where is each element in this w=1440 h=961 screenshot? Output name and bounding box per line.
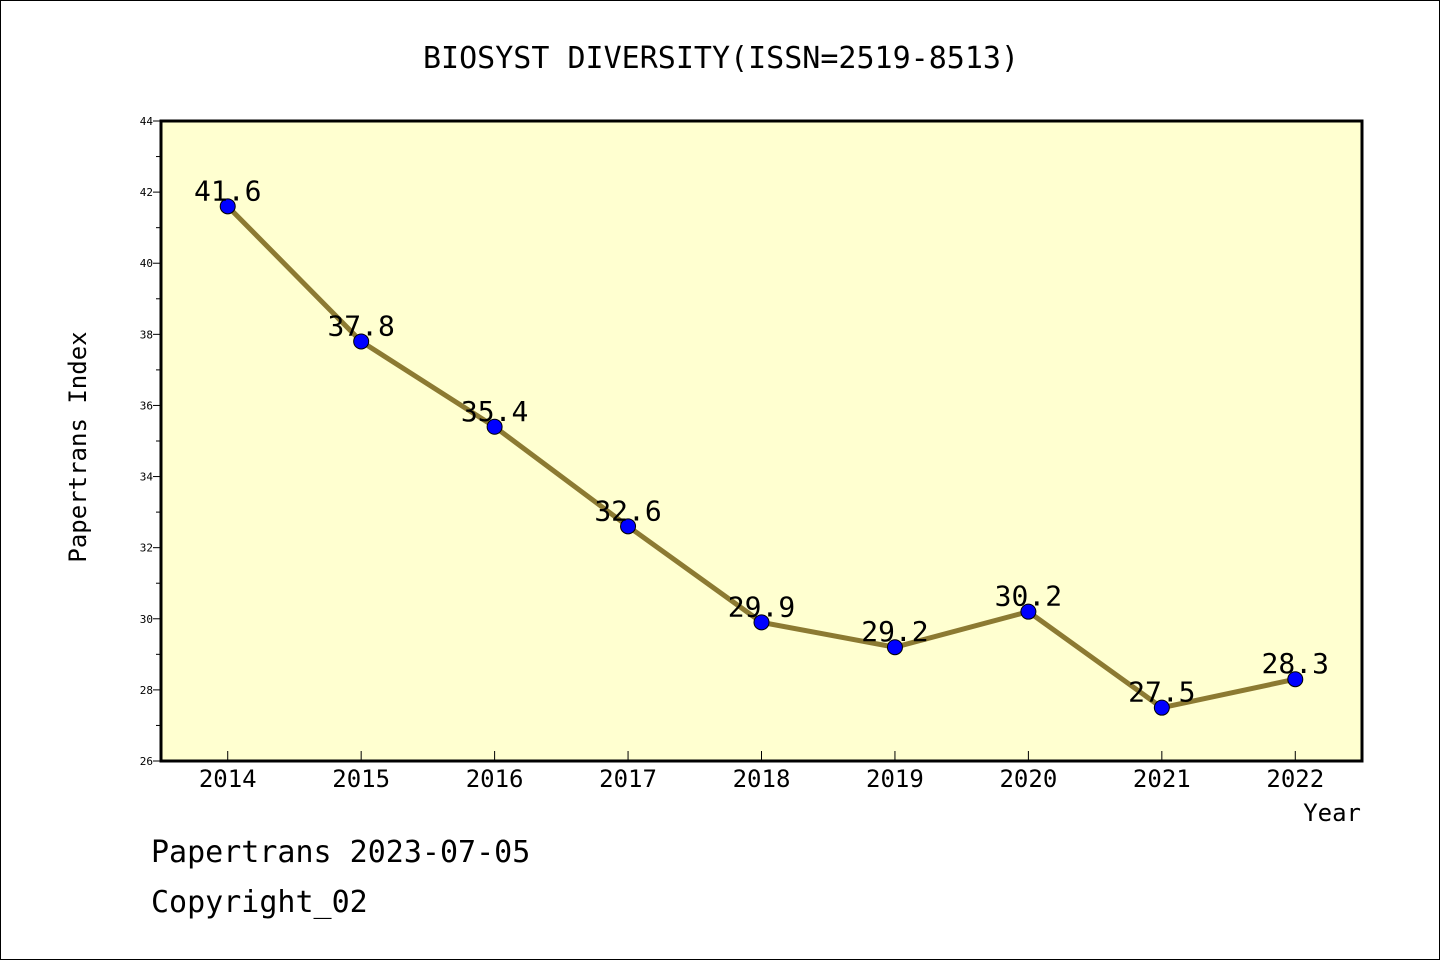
- data-label-2019: 29.2: [861, 615, 928, 648]
- data-point-2017: [620, 518, 637, 535]
- data-label-2018: 29.9: [728, 590, 795, 623]
- data-label-2020: 30.2: [995, 580, 1062, 613]
- data-label-2022: 28.3: [1262, 647, 1329, 680]
- x-tick-label: 2021: [1133, 765, 1191, 793]
- data-label-2017: 32.6: [594, 494, 661, 527]
- y-tick-label: 42: [140, 186, 153, 199]
- y-tick-label: 32: [140, 542, 153, 555]
- x-tick-label: 2017: [599, 765, 657, 793]
- data-label-2016: 35.4: [461, 395, 528, 428]
- data-label-2014: 41.6: [194, 174, 261, 207]
- x-tick-label: 2022: [1266, 765, 1324, 793]
- x-tick-label: 2014: [199, 765, 257, 793]
- data-point-2016: [486, 418, 503, 435]
- y-axis-title: Papertrans Index: [64, 331, 92, 562]
- data-point-2019: [886, 639, 903, 656]
- x-tick-label: 2015: [332, 765, 390, 793]
- footer-copyright: Copyright_02: [151, 885, 368, 920]
- y-tick-label: 38: [140, 328, 153, 341]
- data-labels: 41.6 37.8 35.4 32.6 29.9 29.2 30.2 27.5 28.3: [194, 174, 1329, 708]
- chart-title: BIOSYST DIVERSITY(ISSN=2519-8513): [423, 41, 1019, 76]
- data-point-2022: [1287, 671, 1304, 688]
- y-tick-label: 44: [140, 115, 154, 128]
- data-point-2014: [219, 198, 236, 215]
- x-tick-label: 2020: [999, 765, 1057, 793]
- x-tick-label: 2019: [866, 765, 924, 793]
- y-tick-label: 26: [140, 755, 153, 768]
- x-axis-title: Year: [1303, 799, 1361, 827]
- data-point-2021: [1153, 699, 1170, 716]
- data-point-2015: [353, 333, 370, 350]
- y-axis: 26 28 30 32 34 36 38 40 42 44: [140, 115, 161, 768]
- y-tick-label: 34: [140, 471, 154, 484]
- data-point-2018: [753, 614, 770, 631]
- footer-source: Papertrans 2023-07-05: [151, 835, 531, 870]
- y-tick-label: 30: [140, 613, 153, 626]
- x-axis: 2014 2015 2016 2017 2018 2019 2020 2021 2022: [199, 751, 1324, 793]
- data-point-2020: [1020, 603, 1037, 620]
- data-label-2021: 27.5: [1128, 676, 1195, 709]
- x-tick-label: 2018: [733, 765, 791, 793]
- plot-area: [159, 119, 1364, 763]
- series-markers: [219, 198, 1304, 716]
- y-tick-label: 36: [140, 399, 153, 412]
- x-tick-label: 2016: [466, 765, 524, 793]
- data-label-2015: 37.8: [327, 309, 394, 342]
- y-tick-label: 40: [140, 257, 153, 270]
- y-tick-label: 28: [140, 684, 153, 697]
